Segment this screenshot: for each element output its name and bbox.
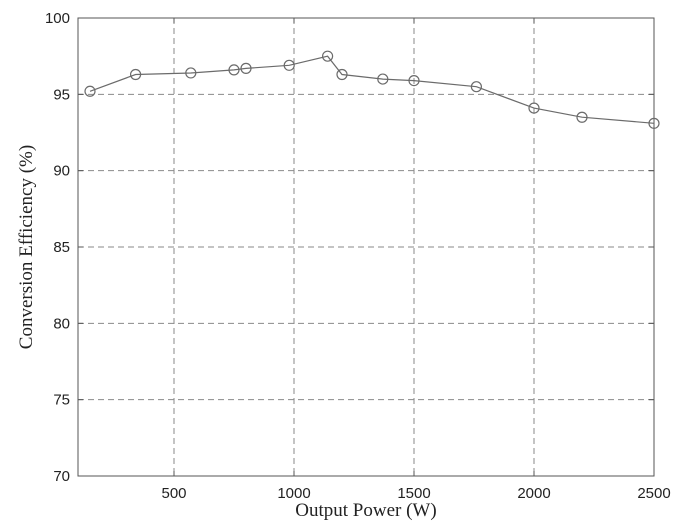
data-point [377, 73, 389, 85]
y-tick-label: 95 [53, 86, 70, 103]
series-line [89, 55, 655, 124]
x-axis-title: Output Power (W) [295, 500, 436, 521]
data-point [322, 50, 334, 62]
x-tick-label: 500 [161, 485, 186, 502]
y-tick-label: 100 [45, 10, 70, 27]
data-point [528, 102, 540, 114]
data-point [228, 64, 240, 76]
axis-ticks: 500 1000 1500 2000 2500 70 75 80 85 90 95 100 [45, 10, 671, 502]
y-tick-label: 90 [53, 163, 70, 180]
data-point [648, 117, 660, 129]
data-point [576, 111, 588, 123]
data-point [470, 81, 482, 93]
y-tick-label: 80 [53, 315, 70, 332]
data-point [185, 67, 197, 79]
x-tick-label: 1500 [397, 485, 430, 502]
data-point [130, 68, 142, 81]
series-layer [84, 50, 660, 129]
x-tick-label: 2000 [517, 485, 550, 502]
plot-frame [77, 17, 655, 477]
x-tick-label: 2500 [637, 485, 670, 502]
grid [78, 18, 654, 476]
data-point [283, 59, 295, 71]
data-point [336, 68, 348, 81]
y-axis-title: Conversion Efficiency (%) [16, 145, 37, 349]
data-point [84, 85, 96, 97]
y-tick-label: 75 [53, 392, 70, 409]
data-point [240, 62, 252, 74]
y-tick-label: 70 [53, 468, 70, 485]
y-tick-label: 85 [53, 239, 70, 256]
x-tick-label: 1000 [277, 485, 310, 502]
data-point [408, 74, 420, 87]
